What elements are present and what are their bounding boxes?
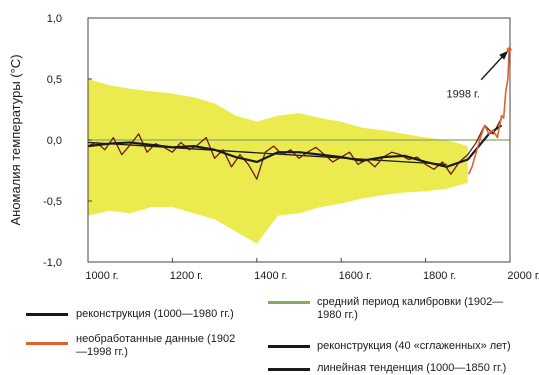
legend-swatch-trend [268, 368, 310, 371]
y-tick-label: 0,0 [47, 135, 62, 147]
annotation-arrowhead [499, 50, 509, 60]
y-tick-label: 1,0 [47, 13, 62, 25]
legend-label-smoothed: реконструкция (40 «сглаженных» лет) [317, 340, 511, 352]
reconstruction-line [87, 117, 503, 180]
x-tick-label: 1600 г. [339, 270, 372, 282]
series-lines [87, 49, 510, 180]
annotation-arrow [480, 54, 505, 81]
annotation-group: 1998 г. [447, 47, 512, 101]
x-tick-label: 1000 г. [85, 270, 118, 282]
axes: 1,0 0,5 0,0 -0,5 -1,0 1000 г. 1200 г. 1400 г. 16… [43, 13, 539, 282]
raw-data-line [467, 49, 510, 175]
legend-swatch-reconstruction [26, 313, 68, 316]
y-tick-label: 0,5 [47, 74, 62, 86]
y-tick-label: -0,5 [43, 196, 62, 208]
y-axis-label: Аномалия температуры (°C) [8, 54, 23, 225]
legend-swatch-smoothed [268, 345, 310, 348]
legend-label-trend: линейная тенденция (1000—1850 гг.) [317, 362, 507, 374]
legend-label-reconstruction: реконструкция (1000—1980 гг.) [76, 308, 234, 320]
x-tick-label: 1800 г. [423, 270, 456, 282]
legend-label-calibration: средний период калибровки (1902—1980 гг.… [317, 296, 504, 321]
legend-swatch-raw-data [26, 342, 68, 345]
uncertainty-area [88, 79, 468, 244]
y-tick-label: -1,0 [43, 257, 62, 269]
annotation-label: 1998 г. [447, 89, 480, 101]
smoothed-line [87, 124, 503, 168]
trend-line [87, 141, 447, 166]
legend-swatch-calibration [268, 301, 310, 304]
uncertainty-band [88, 79, 468, 244]
x-tick-label: 1400 г. [254, 270, 287, 282]
legend-label-raw-data: необработанные данные (1902—1998 гг.) [76, 333, 236, 358]
x-tick-label: 2000 г. [507, 270, 539, 282]
x-tick-label: 1200 г. [170, 270, 203, 282]
annotation-point [506, 47, 512, 53]
